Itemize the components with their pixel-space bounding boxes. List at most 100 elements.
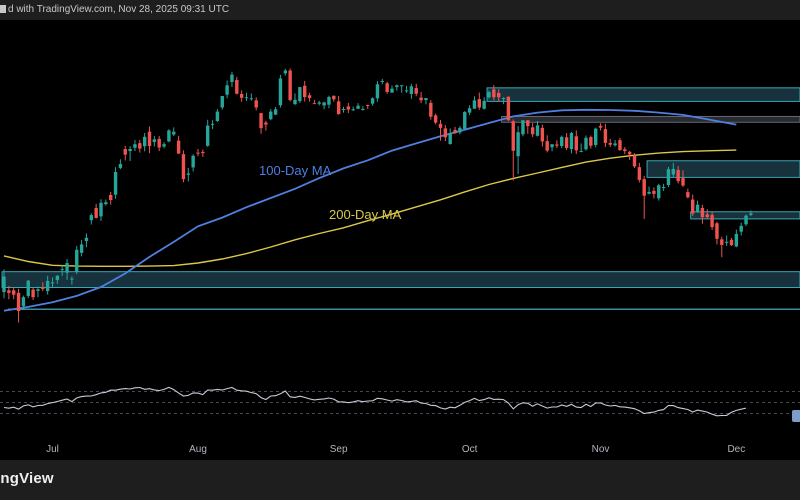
candle (31, 288, 35, 301)
candle-body (346, 106, 351, 110)
candle-body (623, 149, 627, 152)
price-chart[interactable]: 100-Day MA 200-Day MA Jul Aug Sep Oct Nov Dec (0, 20, 800, 460)
candle-body (632, 155, 637, 167)
candle-body (589, 137, 593, 146)
candle (661, 183, 666, 191)
candle (482, 97, 486, 110)
candle-body (317, 102, 321, 104)
candle-body (453, 129, 457, 134)
candle-body (220, 96, 224, 108)
candle-body (235, 79, 239, 94)
candle (395, 84, 399, 91)
header-bar: d with TradingView.com, Nov 28, 2025 09:… (0, 0, 800, 20)
candle (637, 162, 642, 183)
candle (409, 83, 414, 99)
zone-0 (486, 87, 800, 102)
candle-body (84, 237, 89, 242)
candle (123, 145, 127, 161)
candle (501, 97, 506, 105)
candle (545, 135, 549, 153)
candle (467, 105, 472, 116)
candle-body (710, 214, 714, 228)
candle-body (734, 233, 739, 247)
candle (652, 187, 656, 199)
candle-body (380, 80, 384, 82)
candle-body (657, 185, 661, 199)
candle (724, 235, 729, 246)
annotations-layer: 100-Day MA 200-Day MA (259, 163, 402, 222)
candle (574, 130, 578, 154)
candle-body (433, 115, 438, 123)
candle (404, 85, 409, 93)
candle-body (443, 128, 448, 138)
candle (84, 233, 89, 248)
candle (244, 92, 249, 101)
candle-body (75, 249, 79, 272)
candle-body (225, 85, 229, 95)
candle-body (142, 136, 147, 147)
candle (176, 135, 181, 154)
candle-body (109, 194, 113, 201)
candle-body (574, 136, 578, 151)
candle-body (666, 169, 671, 186)
candle-body (521, 120, 525, 135)
candle (623, 147, 627, 155)
candle-body (695, 204, 700, 213)
candle-body (448, 133, 452, 144)
candle-body (492, 89, 496, 98)
candle-body (249, 98, 254, 100)
candle-body (283, 70, 287, 74)
candle-body (167, 130, 171, 142)
candle (530, 123, 535, 138)
candle-body (395, 85, 399, 88)
candle (249, 93, 254, 101)
candle-body (307, 95, 312, 99)
candle-body (152, 139, 157, 142)
candle-body (404, 90, 409, 92)
candle-body (550, 144, 554, 148)
candle-body (312, 103, 317, 105)
candle (172, 127, 176, 137)
candle (400, 85, 404, 93)
candle (579, 143, 583, 153)
candle (380, 78, 384, 85)
candle (429, 100, 433, 120)
candle-body (210, 123, 215, 125)
candle (618, 137, 622, 151)
candle-body (613, 143, 617, 146)
candle-body (375, 84, 380, 99)
candle-body (254, 100, 258, 108)
candle-body (545, 141, 549, 151)
candle (594, 127, 598, 148)
oscillator-layer (0, 365, 800, 440)
candle (41, 282, 45, 292)
candle (526, 120, 530, 134)
candle-body (157, 138, 161, 148)
candle-body (336, 101, 341, 115)
candle (720, 236, 724, 258)
candle (50, 277, 55, 288)
candle (492, 85, 496, 101)
candle-body (288, 70, 292, 101)
candle-body (555, 144, 559, 146)
candle-body (186, 173, 190, 175)
candle (298, 86, 302, 103)
candle (681, 170, 685, 188)
candle (79, 240, 84, 257)
candle (196, 149, 200, 157)
candle (322, 101, 326, 110)
candle (370, 97, 375, 106)
candle (99, 199, 103, 221)
candle-body (201, 151, 205, 154)
candle-body (661, 187, 666, 189)
candle (351, 106, 355, 112)
candle-body (720, 239, 724, 245)
candle (749, 210, 753, 217)
candle-body (564, 137, 569, 149)
candle-body (104, 202, 108, 205)
candle-body (181, 154, 186, 180)
candle (254, 97, 258, 111)
candle (186, 167, 190, 182)
candle (506, 96, 511, 121)
candle-body (21, 297, 26, 307)
